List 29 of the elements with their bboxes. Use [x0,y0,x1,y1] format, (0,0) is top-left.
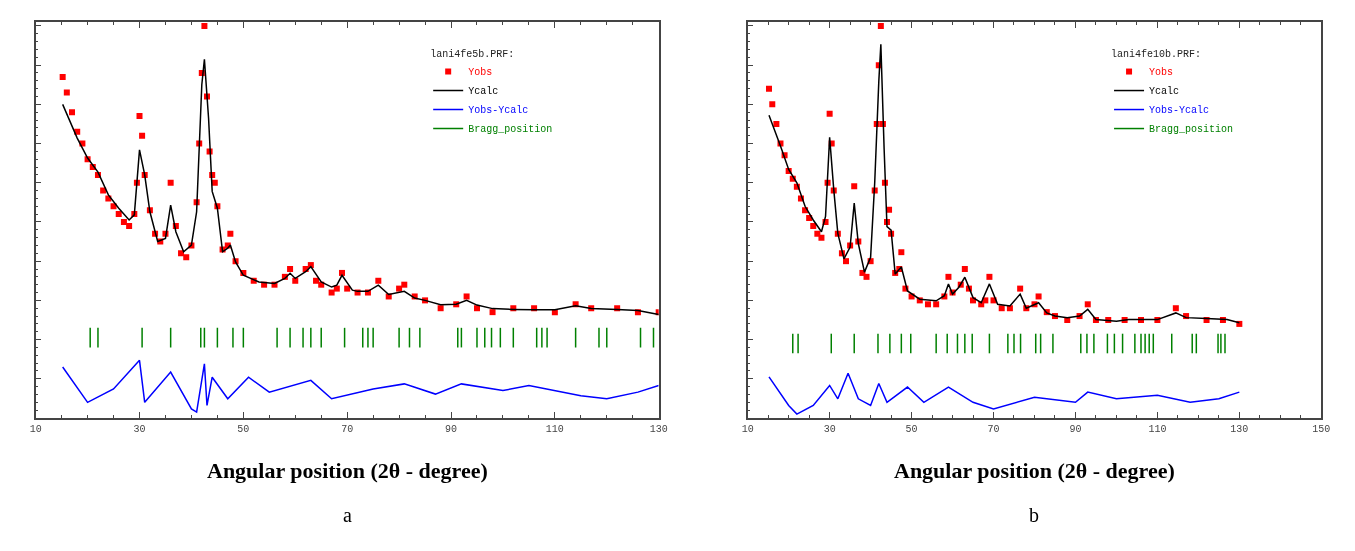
legend-label: Yobs-Ycalc [468,105,529,117]
text: a [343,504,352,526]
x-tick-label: 130 [649,423,668,435]
x-tick-label: 30 [823,423,836,435]
x-axis-title: Angular position (2θ - degree) [894,458,1175,483]
text: b [1029,504,1039,526]
legend-label: Bragg_position [1149,124,1234,136]
legend-label: Yobs-Ycalc [1149,105,1210,117]
x-tick-label: 30 [133,423,146,435]
x-tick-label: 150 [1312,423,1331,435]
x-tick-label: 130 [1230,423,1249,435]
x-tick-label: 10 [741,423,754,435]
x-tick-label: 10 [29,423,42,435]
legend-title: lani4fe10b.PRF: [1111,49,1202,61]
legend-label: Yobs [468,67,493,79]
x-tick-label: 90 [445,423,458,435]
x-tick-label: 50 [905,423,918,435]
x-tick-label: 110 [545,423,564,435]
x-tick-label: 70 [987,423,1000,435]
x-tick-label: 70 [341,423,354,435]
x-tick-label: 110 [1148,423,1167,435]
legend-label: Yobs [1149,67,1174,79]
legend-label: Ycalc [1149,86,1180,98]
legend-label: Ycalc [468,86,499,98]
x-tick-label: 90 [1069,423,1082,435]
x-tick-label: 50 [237,423,250,435]
x-axis-title: Angular position (2θ - degree) [207,458,488,483]
legend-label: Bragg_position [468,124,553,136]
legend-title: lani4fe5b.PRF: [430,49,515,61]
